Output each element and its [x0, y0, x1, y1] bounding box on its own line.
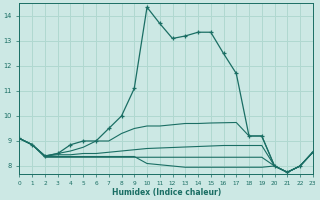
- X-axis label: Humidex (Indice chaleur): Humidex (Indice chaleur): [111, 188, 221, 197]
